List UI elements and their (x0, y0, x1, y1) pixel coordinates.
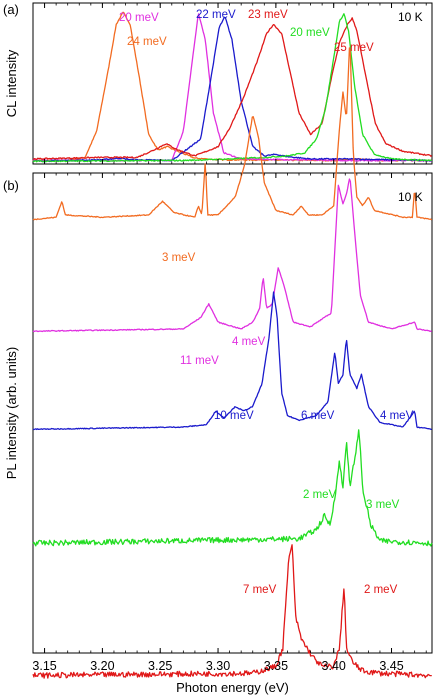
annotation-label: 7 meV (243, 584, 277, 596)
annotation-label: 24 meV (127, 36, 167, 48)
panel-label: (b) (3, 178, 19, 193)
series-line-5 (32, 544, 432, 679)
annotation-label: 2 meV (303, 489, 337, 501)
panel-b: (b) 10 K PL intensity (arb. units) 3 meV 4 m… (3, 47, 433, 695)
x-axis-label: Photon energy (eV) (176, 680, 289, 695)
series-line-4 (32, 429, 433, 547)
plot-frame (32, 2, 433, 165)
annotation-label: 6 meV (301, 410, 335, 422)
panel-label: (a) (3, 2, 19, 17)
annotation-label: 20 meV (119, 12, 159, 24)
series-line-5 (32, 13, 432, 163)
annotation-label: 3 meV (366, 499, 400, 511)
annotation-label: 4 meV (380, 410, 414, 422)
annotation-label: 2 meV (364, 584, 398, 596)
annotation-label: 10 meV (214, 410, 254, 422)
temperature-label: 10 K (398, 190, 423, 204)
x-tick-label: 3.25 (148, 659, 172, 673)
series-line-1 (32, 47, 433, 221)
y-axis-label: CL intensity (4, 49, 19, 117)
series-line-2 (32, 178, 432, 333)
series-line-4 (32, 17, 433, 161)
temperature-label: 10 K (398, 10, 423, 24)
series-line-3 (32, 291, 432, 431)
panel-a: (a) 10 K CL intensity 24 meV 20 meV 22 meV 23 … (3, 2, 433, 165)
x-tick-label: 3.30 (206, 659, 230, 673)
annotation-label: 3 meV (162, 252, 196, 264)
x-tick-label: 3.35 (264, 659, 288, 673)
annotation-label: 11 meV (180, 355, 219, 367)
x-tick-label: 3.45 (379, 659, 403, 673)
x-tick-label: 3.40 (322, 659, 346, 673)
plot-frame (32, 172, 433, 654)
x-tick-label: 3.15 (32, 659, 56, 673)
annotation-label: 22 meV (196, 9, 236, 21)
annotation-label: 23 meV (248, 9, 288, 21)
annotation-label: 25 meV (334, 42, 374, 54)
annotation-label: 20 meV (290, 27, 330, 39)
y-axis-label: PL intensity (arb. units) (4, 347, 19, 479)
x-tick-label: 3.20 (90, 659, 114, 673)
series-line-3 (32, 16, 432, 163)
annotation-label: 4 meV (232, 336, 266, 348)
